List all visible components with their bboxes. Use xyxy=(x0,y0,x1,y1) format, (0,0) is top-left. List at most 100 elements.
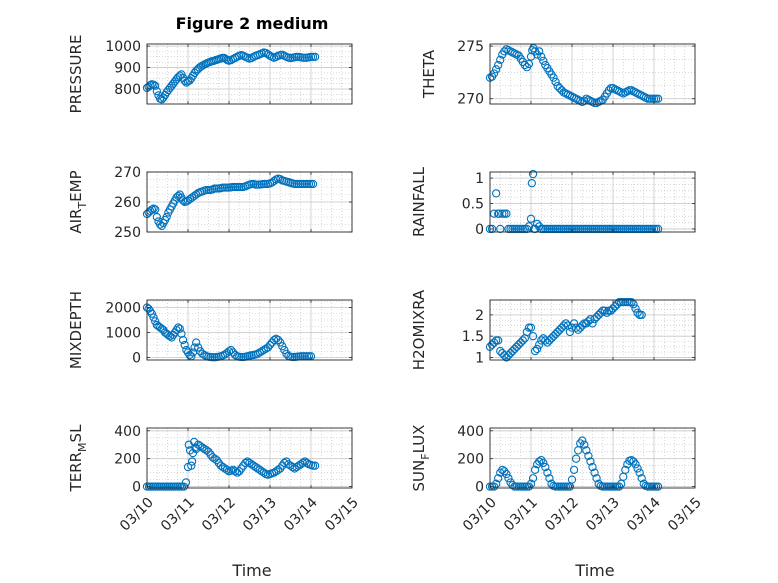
data-point xyxy=(496,224,505,234)
data-point xyxy=(635,468,644,477)
y-tick-label: 250 xyxy=(114,225,141,241)
data-point xyxy=(569,319,579,328)
data-point xyxy=(555,325,564,334)
data-point xyxy=(181,478,191,487)
data-point xyxy=(508,346,517,356)
y-axis-label: AIRTEMP xyxy=(67,170,89,233)
data-point xyxy=(590,314,599,324)
data-point xyxy=(151,205,160,214)
data-point xyxy=(582,319,591,328)
data-point xyxy=(543,468,552,477)
y-axis-label: SUNFLUX xyxy=(410,425,432,492)
subplot-pressure: 800 900 1000 PRESSURE xyxy=(67,35,353,114)
data-point xyxy=(522,327,532,337)
data-point xyxy=(535,457,544,466)
data-point xyxy=(553,327,562,337)
data-point xyxy=(294,461,303,470)
data-point xyxy=(580,440,589,449)
data-point xyxy=(578,436,587,445)
x-tick-label: 03/12 xyxy=(542,495,582,535)
subplot-mixdepth: 0 1000 2000 MIXDEPTH xyxy=(67,291,353,369)
data-point xyxy=(545,336,554,345)
data-point xyxy=(489,209,499,218)
data-point xyxy=(543,338,552,347)
y-axis-label: THETA xyxy=(420,49,438,99)
axes-box xyxy=(489,299,696,361)
x-axis-label-right: Time xyxy=(574,561,614,580)
data-point xyxy=(582,446,591,455)
data-point xyxy=(502,469,511,479)
data-point xyxy=(576,323,585,332)
data-point xyxy=(177,329,186,338)
data-point xyxy=(500,47,509,56)
data-point xyxy=(243,457,252,466)
data-point xyxy=(222,465,232,475)
y-tick-label: 0.5 xyxy=(462,197,484,213)
data-point xyxy=(526,214,536,223)
data-point xyxy=(565,327,575,337)
subplot-sun_flux: 0 200 400 03/10 03/11 03/12 03/13 03/14 03/15 SUN… xyxy=(410,424,705,535)
subplot-h2omixra: 1 1.5 2 H2OMIXRA xyxy=(410,289,696,370)
data-point xyxy=(516,338,525,347)
axes-box xyxy=(146,299,353,361)
data-point xyxy=(310,52,320,62)
y-tick-label: 2 xyxy=(475,308,484,324)
data-point xyxy=(284,460,293,469)
data-point xyxy=(487,340,497,349)
subplot-air_temp: 250 260 270 AIRTEMP xyxy=(67,165,353,241)
data-point xyxy=(300,457,309,466)
data-point xyxy=(549,332,558,341)
data-point xyxy=(491,65,501,74)
y-tick-label: 1.5 xyxy=(462,329,484,345)
data-point xyxy=(247,460,256,469)
data-point xyxy=(541,462,550,472)
data-point xyxy=(192,444,201,454)
axes-box xyxy=(489,427,696,489)
subplot-rainfall: 0 0.5 1 RAINFALL xyxy=(410,166,696,238)
axes-box xyxy=(489,171,696,233)
data-point xyxy=(512,342,521,351)
data-point xyxy=(249,461,258,470)
y-axis-label: MIXDEPTH xyxy=(67,291,85,369)
y-axis-label: PRESSURE xyxy=(67,35,85,114)
data-point xyxy=(187,457,197,466)
data-point xyxy=(547,334,556,343)
data-point xyxy=(514,340,523,349)
data-point xyxy=(149,80,158,89)
data-point xyxy=(551,77,560,87)
data-point xyxy=(175,324,184,333)
data-point xyxy=(596,308,605,317)
data-point xyxy=(226,345,236,355)
data-point xyxy=(637,474,646,483)
data-point xyxy=(491,189,501,198)
data-point xyxy=(637,310,646,320)
y-axis-label: TERRMSL xyxy=(67,424,89,493)
data-point xyxy=(549,73,558,82)
data-point xyxy=(504,474,513,483)
y-tick-label: 270 xyxy=(457,92,484,108)
data-point xyxy=(545,474,554,483)
data-point xyxy=(631,304,640,313)
data-point xyxy=(286,461,295,470)
y-tick-label: 0 xyxy=(475,222,484,238)
data-point xyxy=(494,474,503,483)
data-point xyxy=(263,343,273,352)
data-point xyxy=(608,304,618,313)
data-point xyxy=(539,56,548,65)
x-tick-label: 03/13 xyxy=(583,495,623,535)
data-point xyxy=(496,55,505,64)
y-tick-label: 400 xyxy=(457,424,484,440)
data-point xyxy=(590,468,599,477)
data-point xyxy=(518,336,527,345)
data-point xyxy=(533,219,542,229)
data-point xyxy=(228,465,238,475)
data-point xyxy=(208,453,217,462)
data-point xyxy=(152,86,161,96)
data-point xyxy=(524,59,534,69)
data-point xyxy=(494,60,503,70)
data-point xyxy=(288,462,297,472)
data-point xyxy=(592,312,601,322)
data-point xyxy=(584,451,593,461)
data-point xyxy=(592,474,601,483)
